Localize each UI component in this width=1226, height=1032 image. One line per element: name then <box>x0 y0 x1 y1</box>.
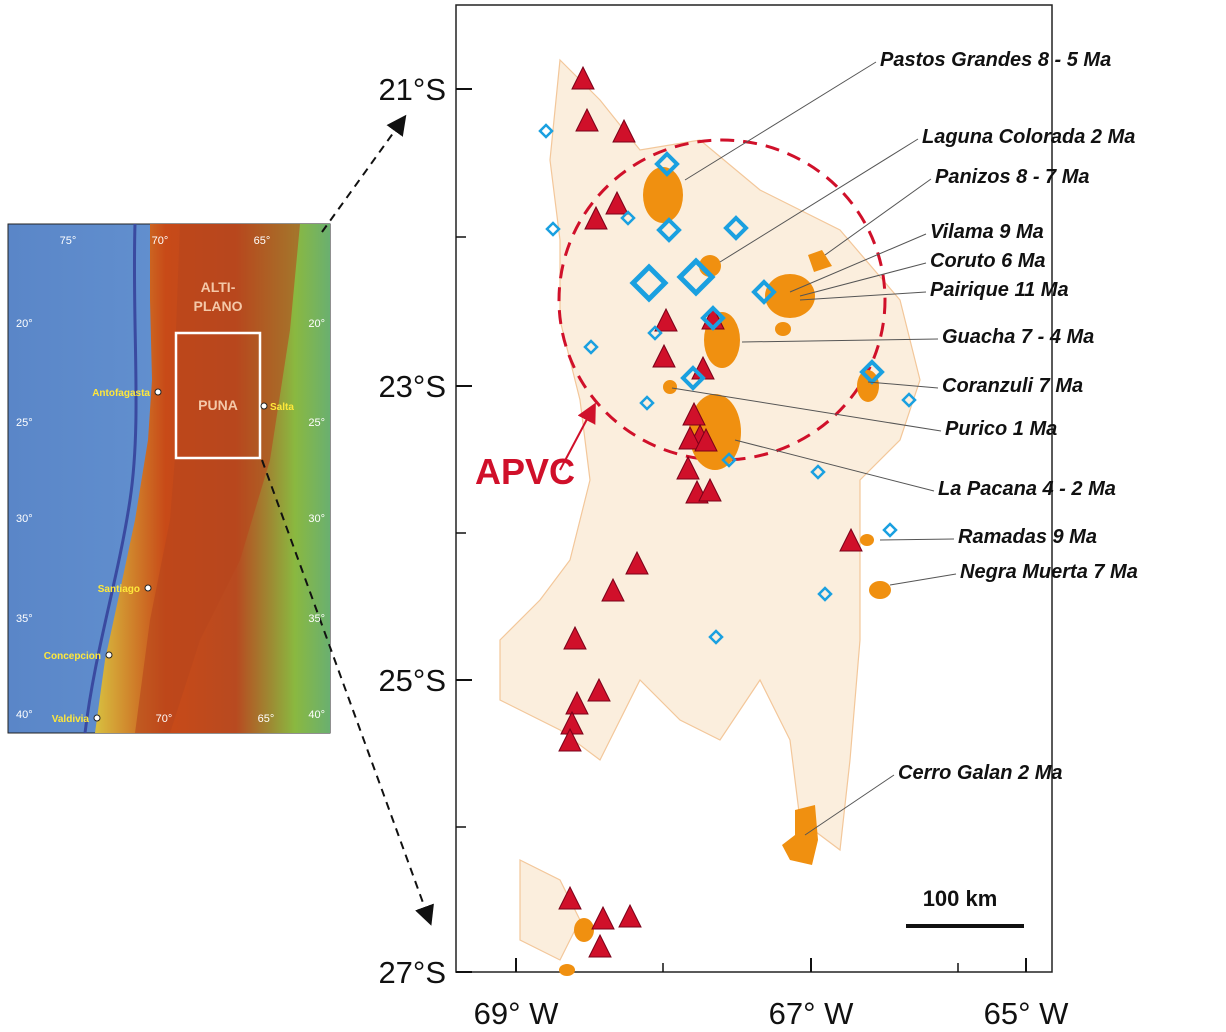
x-axis-label: 67° W <box>769 996 854 1031</box>
inset-left-label: 25° <box>16 417 33 429</box>
x-axis-label: 65° W <box>984 996 1069 1031</box>
caldera-label: Purico 1 Ma <box>945 418 1057 440</box>
caldera-label: Coruto 6 Ma <box>930 250 1046 272</box>
caldera-label: Laguna Colorada 2 Ma <box>922 126 1135 148</box>
region-label: PUNA <box>198 397 238 413</box>
y-axis-label: 21°S <box>378 72 446 107</box>
inset-top-label: 65° <box>254 235 271 247</box>
inset-bottom-label: 70° <box>156 713 173 725</box>
city-label: Santiago <box>98 584 140 595</box>
inset-right-label: 35° <box>308 613 325 625</box>
caldera-label: Pastos Grandes 8 - 5 Ma <box>880 49 1111 71</box>
complex-label: APVC <box>475 451 575 492</box>
scale-label: 100 km <box>923 886 998 911</box>
city-label: Antofagasta <box>92 388 150 399</box>
city-label: Valdivia <box>52 714 90 725</box>
caldera-label: Pairique 11 Ma <box>930 279 1069 301</box>
inset-right-label: 25° <box>308 417 325 429</box>
caldera-label: Vilama 9 Ma <box>930 221 1044 243</box>
caldera-label: Guacha 7 - 4 Ma <box>942 326 1094 348</box>
inset-right-label: 40° <box>308 709 325 721</box>
inset-right-label: 30° <box>308 513 325 525</box>
city-label: Salta <box>270 402 294 413</box>
x-axis-label: 69° W <box>474 996 559 1031</box>
figure: 21°S 23°S 25°S 27°S 69° W 67° W 65° W Pastos Gr… <box>0 0 1226 1032</box>
inset-left-label: 40° <box>16 709 33 721</box>
caldera-label: Coranzuli 7 Ma <box>942 375 1083 397</box>
caldera-label: Panizos 8 - 7 Ma <box>935 166 1090 188</box>
inset-top-label: 75° <box>60 235 77 247</box>
region-label: PLANO <box>194 298 243 314</box>
y-axis-label: 23°S <box>378 369 446 404</box>
caldera-label: La Pacana 4 - 2 Ma <box>938 478 1116 500</box>
inset-right-label: 20° <box>308 318 325 330</box>
inset-top-label: 70° <box>152 235 169 247</box>
inset-left-label: 35° <box>16 613 33 625</box>
caldera-label: Ramadas 9 Ma <box>958 526 1097 548</box>
inset-bottom-label: 65° <box>258 713 275 725</box>
inset-left-label: 20° <box>16 318 33 330</box>
caldera-label: Negra Muerta 7 Ma <box>960 561 1138 583</box>
y-axis-label: 25°S <box>378 663 446 698</box>
region-label: ALTI- <box>201 279 236 295</box>
caldera-label: Cerro Galan 2 Ma <box>898 762 1063 784</box>
inset-left-label: 30° <box>16 513 33 525</box>
y-axis-label: 27°S <box>378 955 446 990</box>
city-label: Concepcion <box>44 651 101 662</box>
